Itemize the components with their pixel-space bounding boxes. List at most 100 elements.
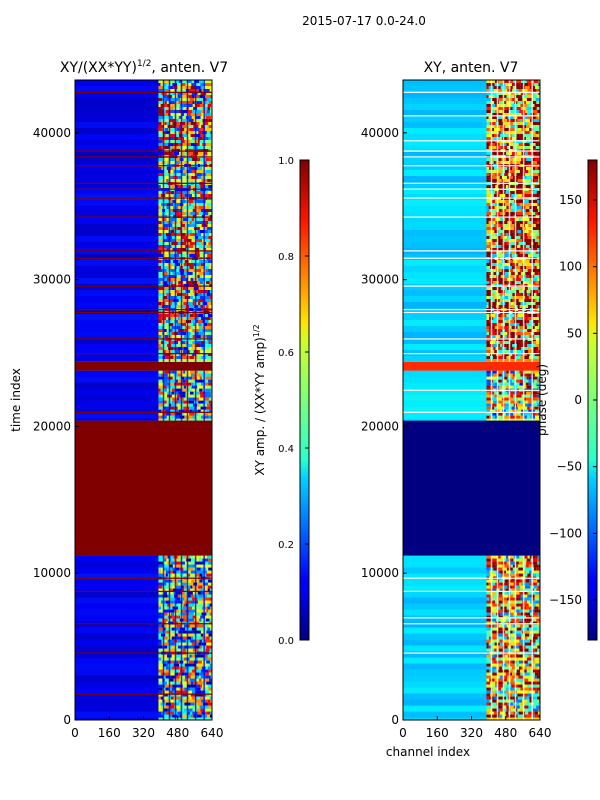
amplitude-texture-cell xyxy=(207,203,210,206)
phase-texture-cell xyxy=(486,200,492,203)
phase-texture-cell xyxy=(486,391,490,395)
amplitude-texture-cell xyxy=(200,281,203,284)
phase-texture-cell xyxy=(534,299,537,302)
phase-texture-cell xyxy=(532,209,538,212)
phase-texture-cell xyxy=(489,242,496,245)
phase-texture-cell xyxy=(520,606,523,610)
amplitude-texture-cell xyxy=(158,388,161,392)
phase-texture-cell xyxy=(527,89,532,92)
phase-texture-cell xyxy=(490,101,495,104)
phase-texture-cell xyxy=(486,125,490,128)
amplitude-texture-cell xyxy=(187,272,193,275)
phase-flagged-row xyxy=(403,182,540,184)
amplitude-texture-cell xyxy=(192,335,197,338)
amplitude-texture-cell xyxy=(182,615,188,619)
amplitude-texture-cell xyxy=(202,329,208,332)
phase-band xyxy=(403,194,487,200)
amplitude-texture-cell xyxy=(201,699,205,703)
phase-texture-cell xyxy=(497,609,503,613)
amplitude-texture-cell xyxy=(164,116,170,119)
phase-texture-cell xyxy=(512,296,517,299)
phase-texture-cell xyxy=(486,344,491,347)
phase-texture-cell xyxy=(525,128,530,131)
phase-texture-cell xyxy=(537,699,540,703)
phase-texture-cell xyxy=(486,693,491,697)
phase-texture-cell xyxy=(495,347,498,350)
amplitude-texture-cell xyxy=(195,630,201,634)
amplitude-texture-cell xyxy=(158,299,165,302)
phase-texture-cell xyxy=(486,275,490,278)
phase-texture-cell xyxy=(489,236,492,239)
phase-texture-cell xyxy=(510,642,515,646)
amplitude-texture-cell xyxy=(178,131,183,134)
phase-texture-cell xyxy=(538,323,540,326)
phase-texture-cell xyxy=(490,350,495,353)
amplitude-texture-cell xyxy=(183,350,188,353)
amplitude-texture-cell xyxy=(208,266,212,269)
phase-texture-cell xyxy=(511,379,516,383)
amplitude-texture-cell xyxy=(158,594,163,598)
phase-texture-cell xyxy=(533,705,537,709)
phase-texture-cell xyxy=(502,281,508,284)
amplitude-texture-cell xyxy=(206,415,209,419)
amplitude-texture-cell xyxy=(198,663,205,667)
phase-texture-cell xyxy=(527,555,530,559)
amplitude-texture-cell xyxy=(178,281,183,284)
phase-texture-cell xyxy=(486,212,492,215)
amplitude-band xyxy=(75,627,159,634)
amplitude-texture-cell xyxy=(201,711,205,715)
phase-texture-cell xyxy=(516,344,520,347)
amplitude-texture-cell xyxy=(182,612,186,616)
amplitude-texture-cell xyxy=(192,615,196,619)
amplitude-texture-cell xyxy=(210,627,212,631)
phase-texture-cell xyxy=(517,714,524,718)
amplitude-texture-cell xyxy=(197,92,201,95)
amplitude-texture-cell xyxy=(192,281,198,284)
amplitude-texture-cell xyxy=(201,597,206,601)
amplitude-texture-cell xyxy=(210,173,212,176)
amplitude-texture-cell xyxy=(208,218,212,221)
phase-texture-cell xyxy=(510,86,513,89)
amplitude-band xyxy=(75,122,159,128)
amplitude-texture-cell xyxy=(158,200,165,203)
amplitude-texture-cell xyxy=(176,624,181,628)
phase-texture-cell xyxy=(505,170,510,173)
amplitude-texture-cell xyxy=(169,206,174,209)
phase-texture-cell xyxy=(503,128,510,131)
phase-texture-cell xyxy=(492,660,495,664)
amplitude-flagged-row xyxy=(75,150,212,152)
phase-texture-cell xyxy=(535,143,539,146)
amplitude-texture-cell xyxy=(186,585,191,589)
amplitude-texture-cell xyxy=(165,666,169,670)
amplitude-texture-cell xyxy=(178,376,182,380)
amplitude-texture-cell xyxy=(158,379,163,383)
amplitude-texture-cell xyxy=(197,137,203,140)
phase-texture-cell xyxy=(536,382,540,386)
phase-texture-cell xyxy=(496,573,502,577)
amplitude-texture-cell xyxy=(167,221,170,224)
phase-texture-cell xyxy=(518,122,524,125)
amplitude-texture-cell xyxy=(170,403,177,407)
amplitude-title-main: XY/(XX*YY) xyxy=(60,60,137,76)
phase-texture-cell xyxy=(534,675,538,679)
amplitude-texture-cell xyxy=(158,302,162,305)
amplitude-texture-cell xyxy=(164,92,167,95)
amplitude-texture-cell xyxy=(197,711,202,715)
amplitude-texture-cell xyxy=(170,176,173,179)
phase-texture-cell xyxy=(494,669,499,673)
phase-texture-cell xyxy=(509,326,512,329)
phase-texture-cell xyxy=(516,373,521,377)
amplitude-texture-cell xyxy=(169,200,173,203)
phase-texture-cell xyxy=(537,555,540,559)
phase-texture-cell xyxy=(515,143,519,146)
amplitude-texture-cell xyxy=(176,558,181,562)
phase-texture-cell xyxy=(520,86,526,89)
phase-texture-cell xyxy=(488,645,493,649)
phase-texture-cell xyxy=(528,376,533,380)
phase-texture-cell xyxy=(536,101,540,104)
phase-texture-cell xyxy=(505,570,511,574)
amplitude-texture-cell xyxy=(158,714,164,718)
phase-texture-cell xyxy=(538,412,540,416)
phase-channel-stripe xyxy=(496,80,499,362)
phase-texture-cell xyxy=(499,137,502,140)
